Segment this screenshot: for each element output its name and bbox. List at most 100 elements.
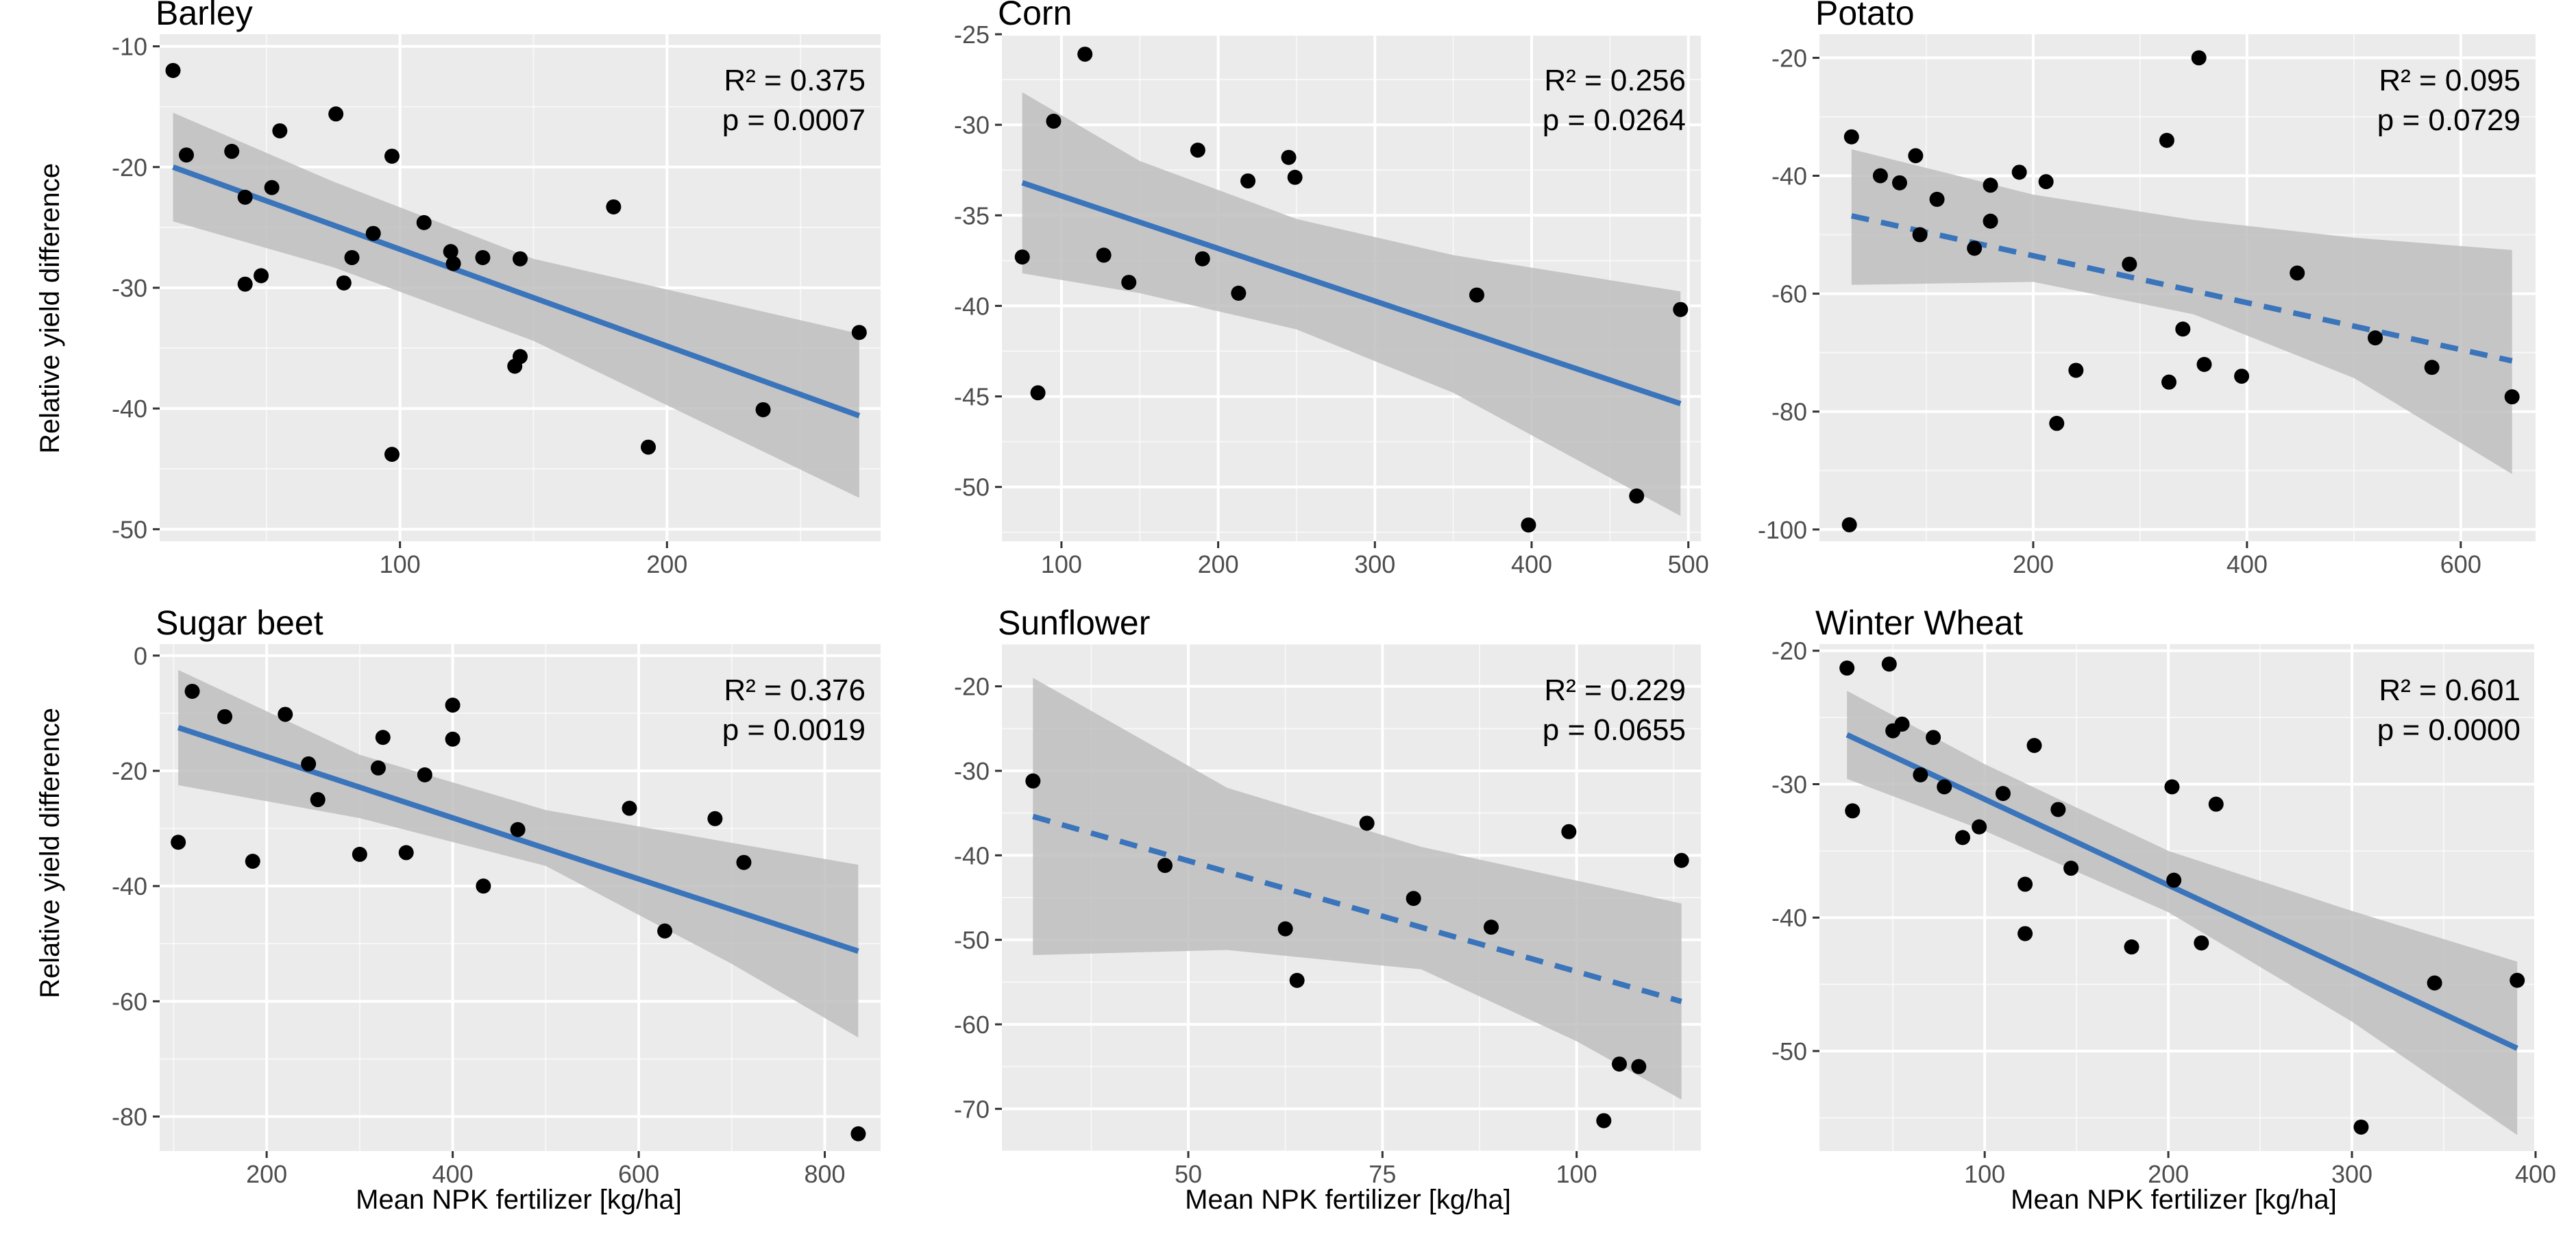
corn-y-tick-label: -40 — [954, 292, 990, 320]
sugar-beet-r2-annotation: R² = 0.376 — [724, 674, 866, 707]
potato-point-6 — [1912, 227, 1928, 243]
barley-point-5 — [254, 268, 269, 284]
winter-wheat-x-tick-label: 100 — [1964, 1160, 2005, 1188]
sunflower-fit-line — [1032, 813, 1682, 1004]
barley-point-17 — [445, 256, 461, 271]
sugar-beet-point-4 — [245, 854, 260, 869]
sugar-beet-point-12 — [417, 767, 432, 782]
sugar-beet-point-16 — [510, 822, 526, 837]
sugar-beet-point-9 — [370, 760, 386, 776]
corn-point-3 — [1046, 113, 1062, 129]
corn-point-12 — [1287, 169, 1303, 185]
sunflower-y-tick-label: -50 — [954, 926, 990, 954]
sunflower-point-3 — [1277, 921, 1293, 937]
sunflower-point-1 — [1025, 773, 1041, 789]
sunflower-point-6 — [1406, 891, 1421, 906]
potato-point-20 — [2196, 356, 2212, 372]
sugar-beet-x-tick-label: 800 — [805, 1160, 846, 1188]
barley-y-tick-label: -10 — [112, 33, 147, 61]
barley-point-6 — [264, 180, 280, 195]
barley-y-tick-label: -40 — [112, 395, 147, 423]
corn-point-15 — [1629, 488, 1645, 504]
potato-y-tick-label: -80 — [1771, 398, 1807, 426]
sunflower-point-9 — [1596, 1113, 1612, 1128]
sugar-beet-x-tick-label: 200 — [246, 1160, 287, 1188]
sugar-beet-point-8 — [352, 846, 367, 862]
sugar-beet-point-17 — [622, 800, 637, 816]
corn-x-tick-label: 100 — [1041, 550, 1082, 578]
potato-point-17 — [2161, 374, 2177, 390]
sugar-beet-point-2 — [184, 683, 200, 699]
potato-x-tick-label: 200 — [2013, 550, 2054, 578]
corn-point-4 — [1077, 47, 1093, 62]
barley-point-22 — [606, 199, 622, 214]
potato-point-1 — [1843, 129, 1859, 145]
barley-point-10 — [336, 275, 352, 291]
sunflower-point-2 — [1157, 858, 1173, 874]
sugar-beet-y-tick-label: -20 — [112, 757, 147, 785]
potato-y-tick-label: -100 — [1758, 516, 1807, 544]
potato-point-3 — [1872, 168, 1888, 184]
winter-wheat-p-annotation: p = 0.0000 — [2377, 713, 2520, 747]
corn-y-tick-label: -45 — [954, 383, 990, 411]
sugar-beet-y-tick-label: -80 — [112, 1103, 147, 1131]
potato-r2-annotation: R² = 0.095 — [2379, 64, 2520, 97]
winter-wheat-point-23 — [2427, 975, 2442, 991]
potato-x-tick-label: 600 — [2440, 550, 2481, 578]
corn-point-14 — [1521, 517, 1536, 533]
winter-wheat-point-10 — [1972, 819, 1987, 835]
barley-fit-line — [172, 164, 861, 419]
potato-point-21 — [2234, 369, 2250, 384]
x-axis-label-col-2: Mean NPK fertilizer [kg/ha] — [1185, 1185, 1511, 1215]
corn-confidence-band — [1022, 92, 1681, 517]
corn-point-6 — [1121, 275, 1137, 291]
sugar-beet-point-21 — [850, 1126, 866, 1142]
winter-wheat-point-8 — [1937, 779, 1952, 795]
winter-wheat-point-21 — [2208, 796, 2224, 812]
potato-y-tick-label: -40 — [1771, 162, 1807, 190]
barley-point-11 — [344, 249, 360, 265]
winter-wheat-point-18 — [2164, 779, 2180, 795]
potato-point-14 — [2068, 362, 2084, 378]
sunflower-x-tick-label: 75 — [1369, 1160, 1396, 1188]
sugar-beet-title: Sugar beet — [156, 604, 323, 642]
corn-p-annotation: p = 0.0264 — [1543, 103, 1686, 137]
corn-x-tick-label: 400 — [1511, 550, 1552, 578]
potato-point-19 — [2191, 50, 2207, 66]
potato-y-tick-label: -60 — [1771, 280, 1807, 308]
barley-y-tick-label: -20 — [112, 153, 147, 182]
potato-point-12 — [2038, 174, 2054, 190]
sugar-beet-point-6 — [301, 756, 317, 772]
winter-wheat-point-2 — [1845, 803, 1861, 819]
winter-wheat-point-14 — [2026, 738, 2042, 753]
winter-wheat-point-1 — [1839, 661, 1855, 676]
sunflower-p-annotation: p = 0.0655 — [1543, 713, 1686, 747]
barley-point-2 — [178, 147, 194, 163]
sunflower-point-5 — [1359, 815, 1375, 831]
winter-wheat-point-24 — [2510, 972, 2525, 988]
barley-point-14 — [384, 447, 400, 462]
x-axis-label-col-3: Mean NPK fertilizer [kg/ha] — [2011, 1185, 2337, 1215]
winter-wheat-confidence-band — [1847, 691, 2518, 1135]
winter-wheat-point-6 — [1913, 767, 1928, 782]
barley-confidence-band — [173, 112, 859, 498]
sugar-beet-x-tick-label: 600 — [618, 1160, 659, 1188]
winter-wheat-y-tick-label: -20 — [1771, 637, 1807, 665]
winter-wheat-point-13 — [2017, 926, 2033, 941]
sunflower-point-4 — [1289, 972, 1305, 988]
sunflower-x-tick-label: 50 — [1175, 1160, 1202, 1188]
barley-p-annotation: p = 0.0007 — [722, 103, 866, 137]
sugar-beet-y-tick-label: -40 — [112, 872, 147, 900]
potato-point-4 — [1891, 175, 1907, 190]
sugar-beet-point-3 — [217, 708, 233, 724]
corn-x-tick-label: 500 — [1668, 550, 1709, 578]
potato-point-25 — [2504, 389, 2520, 405]
barley-point-9 — [328, 106, 344, 122]
corn-point-8 — [1194, 251, 1210, 267]
corn-fit-line — [1021, 180, 1682, 406]
barley-y-tick-label: -30 — [112, 274, 147, 302]
winter-wheat-point-7 — [1926, 730, 1941, 745]
corn-point-9 — [1231, 285, 1247, 301]
sugar-beet-point-15 — [476, 878, 491, 894]
